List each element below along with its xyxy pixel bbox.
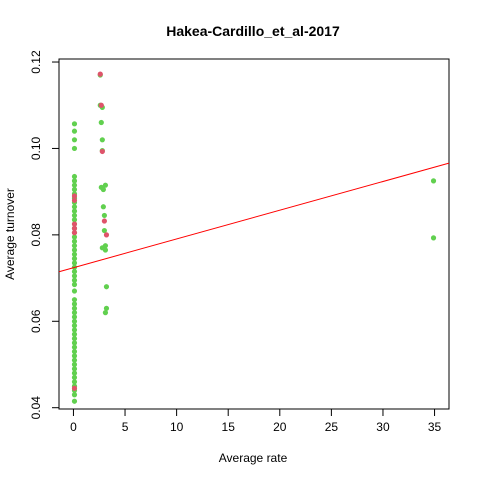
- data-point-green: [71, 331, 78, 337]
- y-tick-label: 0.04: [29, 396, 43, 420]
- y-tick-label: 0.12: [29, 50, 43, 74]
- data-point-green: [71, 323, 78, 329]
- x-tick-label: 35: [428, 420, 442, 434]
- data-point-green: [71, 398, 78, 404]
- data-point-green: [71, 281, 78, 288]
- data-point-green: [100, 186, 106, 193]
- data-point-green: [71, 260, 78, 266]
- data-point-green: [71, 251, 78, 257]
- y-axis: 0.04 0.06 0.08 0.10 0.12: [29, 50, 60, 420]
- data-point-green: [71, 128, 78, 134]
- data-point-green: [71, 340, 78, 346]
- data-point-green: [71, 305, 78, 311]
- data-point-red: [71, 385, 78, 391]
- data-point-green: [71, 348, 78, 355]
- data-point-green: [71, 173, 78, 180]
- data-point-green: [71, 234, 78, 240]
- data-point-green: [98, 119, 104, 126]
- data-point-green: [71, 301, 78, 307]
- data-point-green: [103, 305, 110, 311]
- data-point-green: [71, 344, 78, 350]
- data-point-green: [71, 379, 78, 385]
- data-point-green: [71, 186, 78, 193]
- x-axis-label: Average rate: [219, 451, 288, 465]
- data-point-green: [71, 357, 78, 363]
- x-tick-label: 20: [273, 420, 287, 434]
- data-point-green: [102, 247, 109, 253]
- data-point-green: [71, 335, 78, 342]
- data-point-green: [71, 310, 78, 316]
- data-points: [71, 71, 437, 404]
- data-point-green: [71, 208, 78, 214]
- data-point-green: [430, 235, 437, 241]
- data-point-green: [71, 178, 78, 184]
- y-tick-label: 0.10: [29, 136, 43, 160]
- x-axis: 0 5 10 15 20 25 30 35: [70, 408, 442, 434]
- data-point-red: [71, 225, 78, 231]
- data-point-green: [101, 212, 107, 219]
- data-point-green: [103, 284, 110, 290]
- data-point-green: [71, 318, 78, 324]
- data-point-green: [430, 178, 437, 184]
- data-point-red: [71, 197, 78, 203]
- x-tick-label: 5: [122, 420, 129, 434]
- x-tick-label: 30: [376, 420, 390, 434]
- data-point-green: [71, 145, 78, 152]
- data-point-green: [71, 268, 78, 275]
- data-point-green: [71, 374, 78, 381]
- trend-line: [58, 162, 450, 273]
- data-point-green: [71, 314, 78, 320]
- data-point-green: [102, 182, 109, 188]
- data-point-green: [71, 288, 78, 294]
- data-point-green: [71, 256, 78, 262]
- data-point-green: [71, 137, 78, 143]
- y-tick-label: 0.08: [29, 223, 43, 247]
- data-point-red: [103, 232, 110, 238]
- data-point-green: [71, 297, 78, 303]
- data-point-green: [71, 392, 78, 398]
- data-point-red: [71, 230, 78, 236]
- data-point-green: [71, 370, 78, 376]
- data-point-red: [71, 193, 78, 199]
- data-point-red: [71, 221, 78, 227]
- data-point-green: [71, 121, 78, 127]
- x-tick-label: 0: [70, 420, 77, 434]
- data-point-green: [71, 212, 78, 219]
- trend-line-group: [58, 162, 450, 273]
- data-point-green: [71, 247, 78, 253]
- data-point-green: [71, 327, 78, 333]
- data-point-green: [71, 204, 78, 210]
- data-point-green: [71, 182, 78, 188]
- data-point-green: [102, 310, 109, 316]
- data-point-green: [71, 243, 78, 249]
- data-point-green: [71, 217, 78, 223]
- chart-title: Hakea-Cardillo_et_al-2017: [166, 23, 340, 39]
- data-point-green: [71, 361, 78, 368]
- y-axis-label: Average turnover: [3, 188, 17, 280]
- data-point-red: [98, 102, 104, 108]
- data-point-green: [71, 366, 78, 372]
- data-point-green: [101, 227, 107, 234]
- data-point-red: [101, 218, 107, 224]
- x-tick-label: 15: [222, 420, 236, 434]
- data-point-green: [102, 243, 109, 249]
- data-point-green: [71, 353, 78, 359]
- data-point-red: [97, 71, 103, 77]
- data-point-green: [71, 277, 78, 283]
- data-point-green: [71, 273, 78, 279]
- x-tick-label: 10: [170, 420, 184, 434]
- x-tick-label: 25: [325, 420, 339, 434]
- data-point-green: [71, 238, 78, 244]
- plot-frame: [58, 58, 450, 410]
- data-point-red: [99, 148, 105, 155]
- y-tick-label: 0.06: [29, 309, 43, 333]
- data-point-green: [100, 204, 106, 210]
- data-point-green: [99, 137, 105, 143]
